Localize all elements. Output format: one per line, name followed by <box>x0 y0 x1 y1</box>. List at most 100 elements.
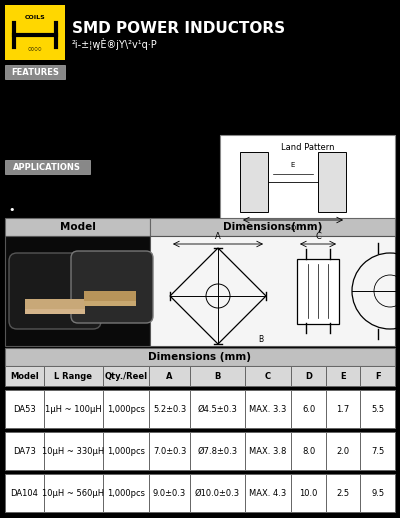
Text: A: A <box>215 232 221 241</box>
FancyBboxPatch shape <box>5 65 65 79</box>
FancyBboxPatch shape <box>190 432 245 470</box>
Text: MAX. 3.3: MAX. 3.3 <box>249 405 287 413</box>
Text: 1μH ~ 100μH: 1μH ~ 100μH <box>45 405 102 413</box>
FancyBboxPatch shape <box>220 135 395 230</box>
Text: B: B <box>258 335 264 343</box>
Text: MAX. 4.3: MAX. 4.3 <box>250 488 287 497</box>
Text: 9.5: 9.5 <box>371 488 384 497</box>
Text: Ø4.5±0.3: Ø4.5±0.3 <box>197 405 237 413</box>
Text: 1.7: 1.7 <box>336 405 350 413</box>
Text: A: A <box>166 371 173 381</box>
Text: L Range: L Range <box>54 371 92 381</box>
FancyBboxPatch shape <box>149 474 190 512</box>
Text: ○○○○: ○○○○ <box>28 47 42 51</box>
FancyBboxPatch shape <box>149 432 190 470</box>
Text: 6.0: 6.0 <box>302 405 315 413</box>
Text: Ø10.0±0.3: Ø10.0±0.3 <box>195 488 240 497</box>
FancyBboxPatch shape <box>245 390 292 428</box>
FancyBboxPatch shape <box>326 474 360 512</box>
FancyBboxPatch shape <box>292 474 326 512</box>
FancyBboxPatch shape <box>71 251 153 323</box>
FancyBboxPatch shape <box>5 160 90 174</box>
Text: COILS: COILS <box>25 15 45 20</box>
FancyBboxPatch shape <box>360 474 395 512</box>
FancyBboxPatch shape <box>44 366 102 386</box>
FancyBboxPatch shape <box>9 253 101 329</box>
Text: E: E <box>340 371 346 381</box>
FancyBboxPatch shape <box>360 366 395 386</box>
FancyBboxPatch shape <box>5 390 44 428</box>
FancyBboxPatch shape <box>5 5 65 60</box>
Text: 1,000pcs: 1,000pcs <box>107 488 145 497</box>
FancyBboxPatch shape <box>5 474 44 512</box>
Text: D: D <box>290 225 296 231</box>
FancyBboxPatch shape <box>12 22 58 50</box>
Text: SMD POWER INDUCTORS: SMD POWER INDUCTORS <box>72 21 285 36</box>
FancyBboxPatch shape <box>360 432 395 470</box>
Text: 1,000pcs: 1,000pcs <box>107 447 145 455</box>
Text: 10μH ~ 330μH: 10μH ~ 330μH <box>42 447 104 455</box>
Text: D: D <box>305 371 312 381</box>
FancyBboxPatch shape <box>102 366 149 386</box>
FancyBboxPatch shape <box>84 301 136 306</box>
FancyBboxPatch shape <box>102 474 149 512</box>
FancyBboxPatch shape <box>245 432 292 470</box>
Text: DA53: DA53 <box>13 405 36 413</box>
FancyBboxPatch shape <box>326 432 360 470</box>
Text: 9.0±0.3: 9.0±0.3 <box>153 488 186 497</box>
Text: C: C <box>315 232 321 241</box>
Text: ²i-±¦w̧È®jY\²v¹q·P: ²i-±¦w̧È®jY\²v¹q·P <box>72 38 158 50</box>
Text: Land Pattern: Land Pattern <box>281 143 335 152</box>
Text: 1,000pcs: 1,000pcs <box>107 405 145 413</box>
FancyBboxPatch shape <box>245 474 292 512</box>
FancyBboxPatch shape <box>190 366 245 386</box>
FancyBboxPatch shape <box>190 474 245 512</box>
FancyBboxPatch shape <box>44 390 102 428</box>
Text: Dimensions(mm): Dimensions(mm) <box>223 222 322 232</box>
FancyBboxPatch shape <box>44 474 102 512</box>
Text: 7.5: 7.5 <box>371 447 384 455</box>
Text: 5.5: 5.5 <box>371 405 384 413</box>
FancyBboxPatch shape <box>5 432 44 470</box>
FancyBboxPatch shape <box>5 218 150 236</box>
Text: Model: Model <box>10 371 39 381</box>
FancyBboxPatch shape <box>190 390 245 428</box>
FancyBboxPatch shape <box>84 291 136 304</box>
FancyBboxPatch shape <box>297 259 339 324</box>
Text: Model: Model <box>60 222 96 232</box>
FancyBboxPatch shape <box>318 152 346 212</box>
FancyBboxPatch shape <box>5 366 44 386</box>
Text: 2.0: 2.0 <box>337 447 350 455</box>
FancyBboxPatch shape <box>102 390 149 428</box>
FancyBboxPatch shape <box>25 309 85 314</box>
FancyBboxPatch shape <box>102 432 149 470</box>
FancyBboxPatch shape <box>326 390 360 428</box>
FancyBboxPatch shape <box>5 236 150 346</box>
Text: E: E <box>291 162 295 168</box>
FancyBboxPatch shape <box>149 390 190 428</box>
FancyBboxPatch shape <box>44 432 102 470</box>
Text: DA73: DA73 <box>13 447 36 455</box>
Text: 2.5: 2.5 <box>337 488 350 497</box>
FancyBboxPatch shape <box>360 390 395 428</box>
Text: FEATURES: FEATURES <box>11 67 59 77</box>
FancyBboxPatch shape <box>292 390 326 428</box>
Text: B: B <box>214 371 220 381</box>
FancyBboxPatch shape <box>326 366 360 386</box>
FancyBboxPatch shape <box>292 432 326 470</box>
FancyBboxPatch shape <box>240 152 268 212</box>
Text: 7.0±0.3: 7.0±0.3 <box>153 447 186 455</box>
FancyBboxPatch shape <box>25 299 85 313</box>
Text: MAX. 3.8: MAX. 3.8 <box>249 447 287 455</box>
Text: 8.0: 8.0 <box>302 447 315 455</box>
Text: Dimensions (mm): Dimensions (mm) <box>148 352 252 362</box>
Text: 5.2±0.3: 5.2±0.3 <box>153 405 186 413</box>
Text: 10.0: 10.0 <box>300 488 318 497</box>
Text: F: F <box>375 371 380 381</box>
FancyBboxPatch shape <box>292 366 326 386</box>
Text: C: C <box>265 371 271 381</box>
Text: APPLICATIONS: APPLICATIONS <box>13 163 81 171</box>
FancyBboxPatch shape <box>149 366 190 386</box>
FancyBboxPatch shape <box>150 218 395 236</box>
Text: DA104: DA104 <box>10 488 38 497</box>
